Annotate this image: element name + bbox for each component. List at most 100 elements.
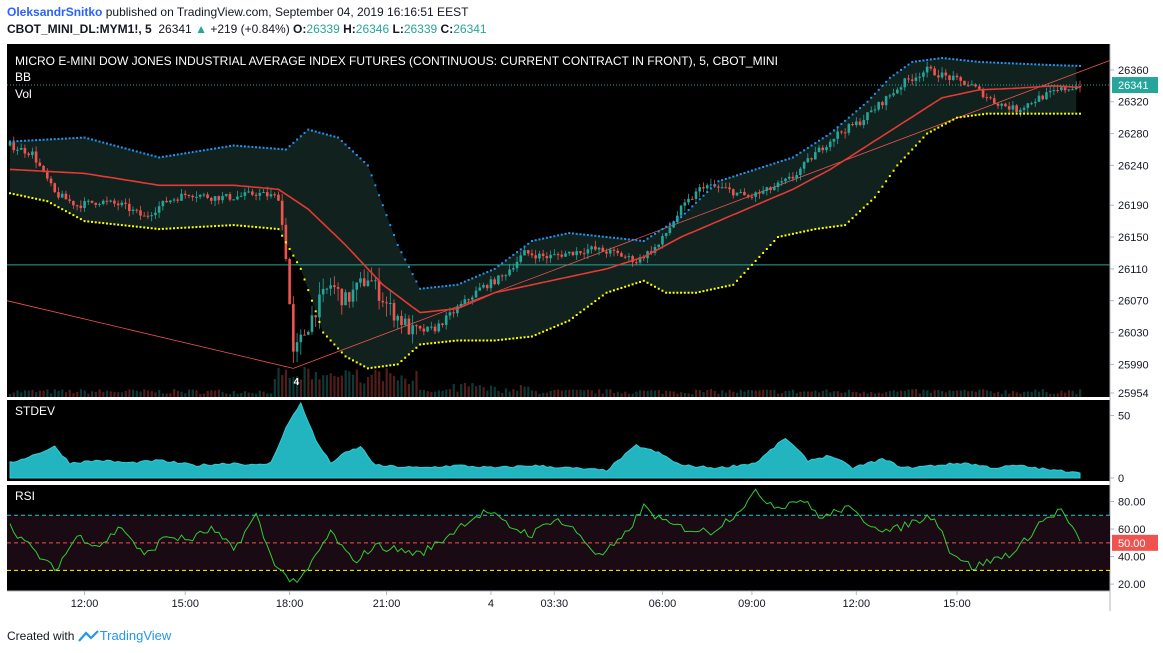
bb-lower-point (415, 346, 418, 349)
bb-upper-point (9, 140, 11, 143)
bb-lower-point (829, 226, 832, 229)
event-marker: 4 (294, 377, 300, 388)
candle-body (813, 152, 817, 160)
time-tick-label: 12:00 (71, 598, 99, 610)
bb-upper-point (959, 58, 962, 61)
bb-lower-point (668, 291, 671, 294)
bb-upper-point (706, 191, 709, 194)
candle-body (124, 202, 127, 204)
candle-body (1030, 103, 1033, 105)
candle-body (556, 254, 560, 256)
volume-bar (683, 392, 687, 397)
bb-lower-point (821, 227, 824, 230)
bb-upper-point (478, 274, 481, 277)
volume-bar (1052, 393, 1056, 397)
bb-upper-point (1049, 63, 1052, 66)
bb-upper-point (1075, 64, 1078, 67)
bb-lower-point (564, 321, 567, 324)
time-tick-label: 03:30 (541, 598, 569, 610)
bb-upper-point (68, 137, 71, 140)
candle-body (362, 278, 366, 286)
candle-body (150, 215, 153, 217)
bb-upper-point (586, 234, 589, 237)
bb-upper-point (758, 167, 761, 170)
candle-body (157, 206, 161, 213)
bb-upper-point (765, 164, 768, 167)
bb-lower-point (139, 226, 142, 229)
volume-bar (199, 393, 202, 397)
bb-upper-point (579, 233, 582, 236)
candle-body (746, 195, 750, 197)
volume-bar (363, 383, 366, 397)
volume-bar (154, 392, 157, 397)
candle-body (329, 285, 332, 289)
bb-lower-point (124, 224, 127, 227)
volume-bar (970, 390, 974, 397)
volume-bar (668, 391, 672, 397)
bb-lower-point (996, 112, 999, 115)
bb-lower-point (501, 338, 504, 341)
candle-body (739, 191, 743, 193)
volume-bar (206, 390, 209, 397)
bb-upper-point (79, 136, 82, 139)
candle-body (664, 233, 668, 237)
bb-upper-point (206, 148, 209, 151)
volume-bar (631, 393, 634, 397)
candle-body (98, 203, 101, 205)
bb-upper-point (195, 150, 198, 153)
rsi-line (9, 488, 1081, 584)
candle-body (325, 288, 329, 290)
bb-upper-point (736, 174, 739, 177)
bb-lower-point (370, 366, 373, 369)
volume-bar (724, 392, 728, 397)
candle-body (731, 189, 735, 196)
candle-body (236, 196, 239, 200)
bb-lower-point (255, 226, 258, 229)
author-link[interactable]: OleksandrSnitko (7, 5, 103, 19)
volume-bar (452, 383, 455, 397)
bb-lower-point (967, 115, 970, 118)
bb-upper-point (564, 232, 567, 235)
volume-bar (594, 393, 597, 397)
candle-body (515, 261, 519, 269)
bb-lower-point (859, 210, 862, 213)
candle-body (881, 102, 884, 106)
volume-bar (292, 376, 295, 397)
candle-body (239, 195, 243, 197)
tradingview-brand[interactable]: TradingView (99, 628, 172, 643)
bb-lower-point (288, 247, 291, 250)
volume-bar (862, 391, 865, 397)
bb-lower-point (117, 223, 120, 226)
bb-upper-point (236, 144, 239, 147)
bb-lower-point (661, 289, 664, 292)
bb-lower-point (784, 234, 787, 237)
volume-bar (653, 390, 657, 397)
candle-body (34, 151, 38, 163)
bb-lower-point (150, 227, 153, 230)
candle-body (832, 138, 836, 142)
bb-upper-point (53, 138, 56, 141)
bb-lower-point (269, 227, 272, 230)
bb-upper-point (303, 131, 306, 134)
candle-body (68, 199, 71, 201)
candle-body (855, 121, 858, 126)
candle-body (616, 250, 620, 254)
volume-bar (739, 389, 742, 397)
candle-body (922, 72, 925, 77)
volume-bar (273, 379, 276, 397)
candle-body (627, 256, 631, 258)
volume-bar (337, 376, 340, 397)
bb-lower-point (750, 263, 753, 266)
bb-upper-point (590, 234, 593, 237)
volume-bar (1041, 389, 1044, 397)
bb-lower-point (985, 112, 988, 115)
bb-lower-point (762, 251, 765, 254)
candle-body (795, 175, 798, 179)
bb-lower-point (810, 228, 813, 231)
bb-upper-point (355, 153, 358, 156)
candle-body (101, 200, 105, 204)
volume-bar (620, 393, 623, 397)
bb-lower-point (303, 278, 306, 281)
candle-body (899, 87, 903, 90)
